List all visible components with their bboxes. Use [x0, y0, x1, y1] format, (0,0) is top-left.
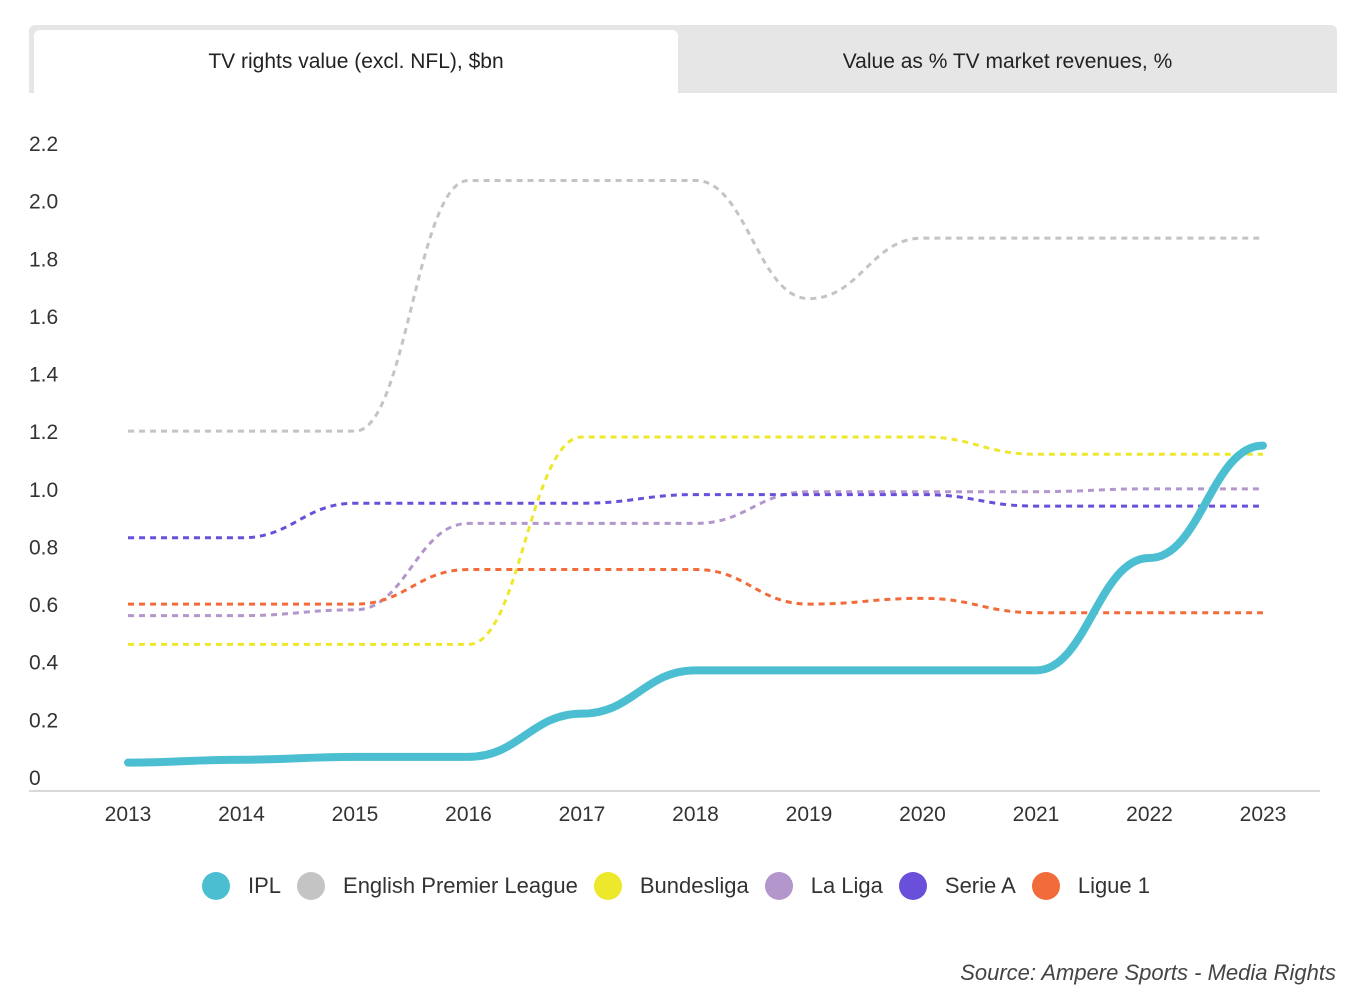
legend-item-english-premier-league[interactable]: English Premier League [297, 872, 578, 900]
y-tick-label: 1.4 [29, 364, 59, 387]
legend-swatch-icon [898, 872, 927, 900]
legend-label: IPL [247, 873, 282, 898]
y-tick-label: 1.6 [29, 306, 58, 329]
y-tick-label: 1.8 [29, 248, 58, 271]
x-tick-label: 2014 [218, 803, 265, 826]
x-tick-label: 2019 [786, 803, 833, 826]
line-chart: 0 0.2 0.4 0.6 0.8 1.0 1.2 1.4 1.6 1.8 2.0 2.2 2013 20… [29, 133, 1320, 826]
tab-tv-rights-value[interactable]: TV rights value (excl. NFL), $bn [34, 30, 678, 93]
x-tick-label: 2023 [1240, 803, 1287, 826]
x-tick-label: 2021 [1013, 803, 1060, 826]
legend-item-bundesliga[interactable]: Bundesliga [593, 872, 749, 900]
x-tick-label: 2017 [559, 803, 606, 826]
series-line-ligue-1 [127, 568, 1263, 615]
legend-label: Ligue 1 [1077, 873, 1151, 898]
series-line-la-liga [128, 487, 1263, 618]
legend-label: Bundesliga [639, 873, 749, 898]
y-tick-label: 2.2 [29, 133, 58, 156]
tab-bar: TV rights value (excl. NFL), $bn Value a… [29, 25, 1337, 93]
y-tick-label: 2.0 [29, 191, 58, 214]
x-tick-label: 2018 [672, 803, 719, 826]
legend-item-ipl[interactable]: IPL [201, 872, 282, 900]
y-tick-label: 0.2 [29, 709, 58, 732]
legend-item-serie-a[interactable]: Serie A [898, 872, 1016, 900]
chart-legend: IPL English Premier League Bundesliga La Li… [0, 866, 1352, 906]
y-tick-label: 1.0 [29, 479, 58, 502]
y-tick-label: 0.8 [29, 536, 58, 559]
x-tick-label: 2020 [899, 803, 946, 826]
tab-value-as-percent-market[interactable]: Value as % TV market revenues, % [842, 49, 1173, 73]
y-tick-label: 0.6 [29, 594, 58, 617]
legend-item-ligue-1[interactable]: Ligue 1 [1031, 872, 1151, 900]
series-line-english-premier-league [128, 178, 1263, 433]
legend-swatch-icon [1031, 872, 1060, 900]
y-tick-label: 1.2 [29, 421, 58, 444]
legend-swatch-icon [593, 872, 622, 900]
legend-swatch-icon [201, 872, 230, 900]
series-line-ipl [124, 441, 1267, 767]
source-note: Source: Ampere Sports - Media Rights [960, 960, 1336, 985]
legend-swatch-icon [764, 872, 793, 900]
series-line-serie-a [127, 493, 1263, 540]
legend-label: English Premier League [343, 873, 578, 898]
x-tick-label: 2016 [445, 803, 492, 826]
legend-swatch-icon [297, 872, 326, 900]
x-tick-label: 2015 [332, 803, 379, 826]
x-tick-label: 2013 [105, 803, 152, 826]
y-tick-label: 0 [29, 767, 41, 790]
legend-label: Serie A [944, 873, 1016, 898]
legend-label: La Liga [810, 873, 883, 898]
legend-item-la-liga[interactable]: La Liga [764, 872, 883, 900]
x-tick-label: 2022 [1126, 803, 1173, 826]
series-line-bundesliga [127, 435, 1263, 646]
y-tick-label: 0.4 [29, 652, 59, 675]
